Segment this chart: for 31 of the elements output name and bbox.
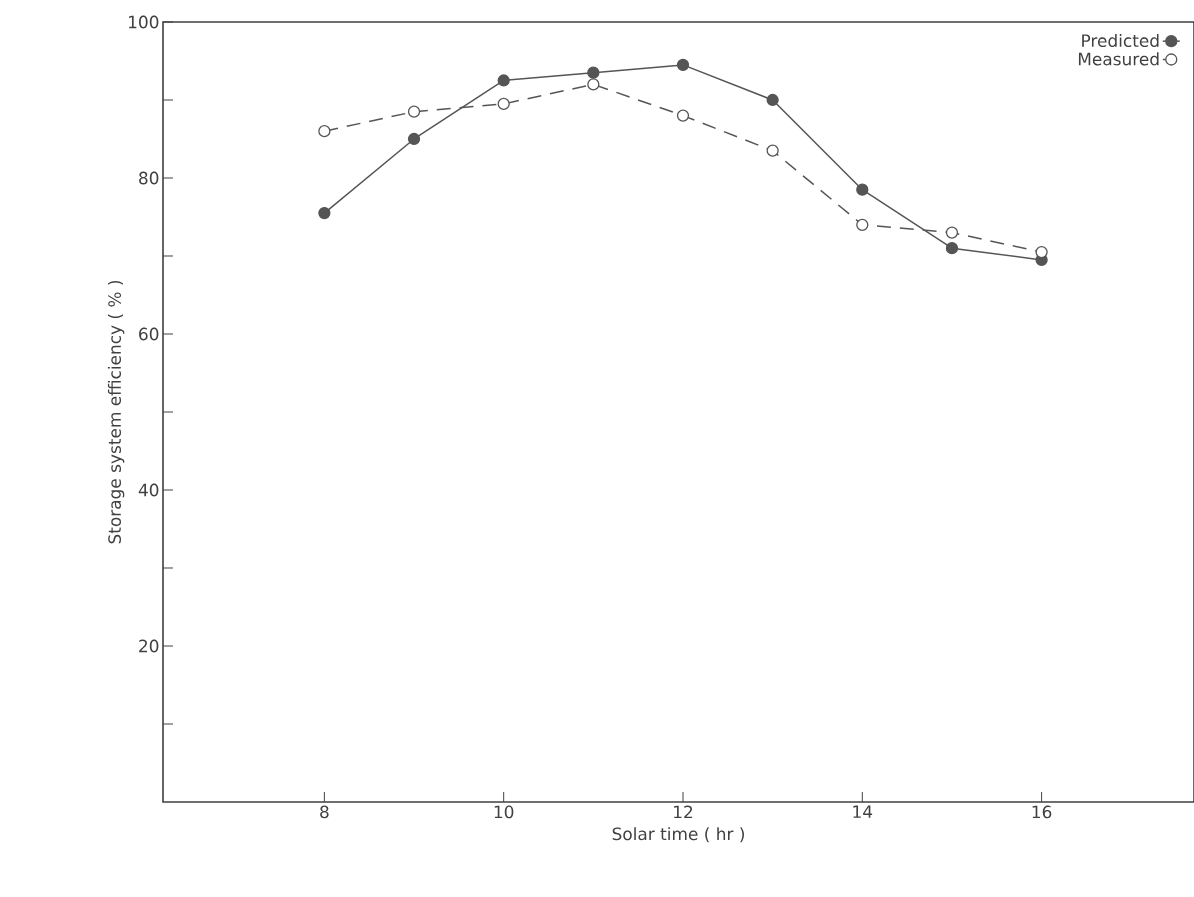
point [497,74,510,87]
point [945,242,959,255]
point [676,58,690,72]
point [407,105,421,118]
y-tick-label: 60 [139,327,159,341]
y-tick-label: 20 [139,639,159,653]
point [1035,245,1048,259]
legend-label: Measured [1078,52,1159,66]
y-tick-label: 100 [129,15,159,29]
point [497,97,510,111]
x-tick-label: 10 [494,805,514,819]
x-tick-label: 12 [674,805,693,819]
point [587,78,600,91]
point [676,109,690,122]
point [407,132,421,146]
x-tick-label: 8 [320,805,329,819]
point [587,66,600,79]
point [318,125,331,138]
y-axis-title: Storage system efficiency ( % ) [107,280,125,544]
point [856,218,869,231]
point [766,144,779,157]
y-tick-label: 80 [139,171,159,185]
point [766,93,779,107]
legend-label: Predicted [1082,33,1159,48]
y-tick-label: 40 [138,483,159,497]
x-tick-label: 14 [853,805,873,818]
x-tick-label: 16 [1032,805,1052,819]
x-axis-title: Solar time ( hr ) [612,827,744,843]
point [945,226,959,239]
point [856,183,869,196]
point [318,206,331,220]
